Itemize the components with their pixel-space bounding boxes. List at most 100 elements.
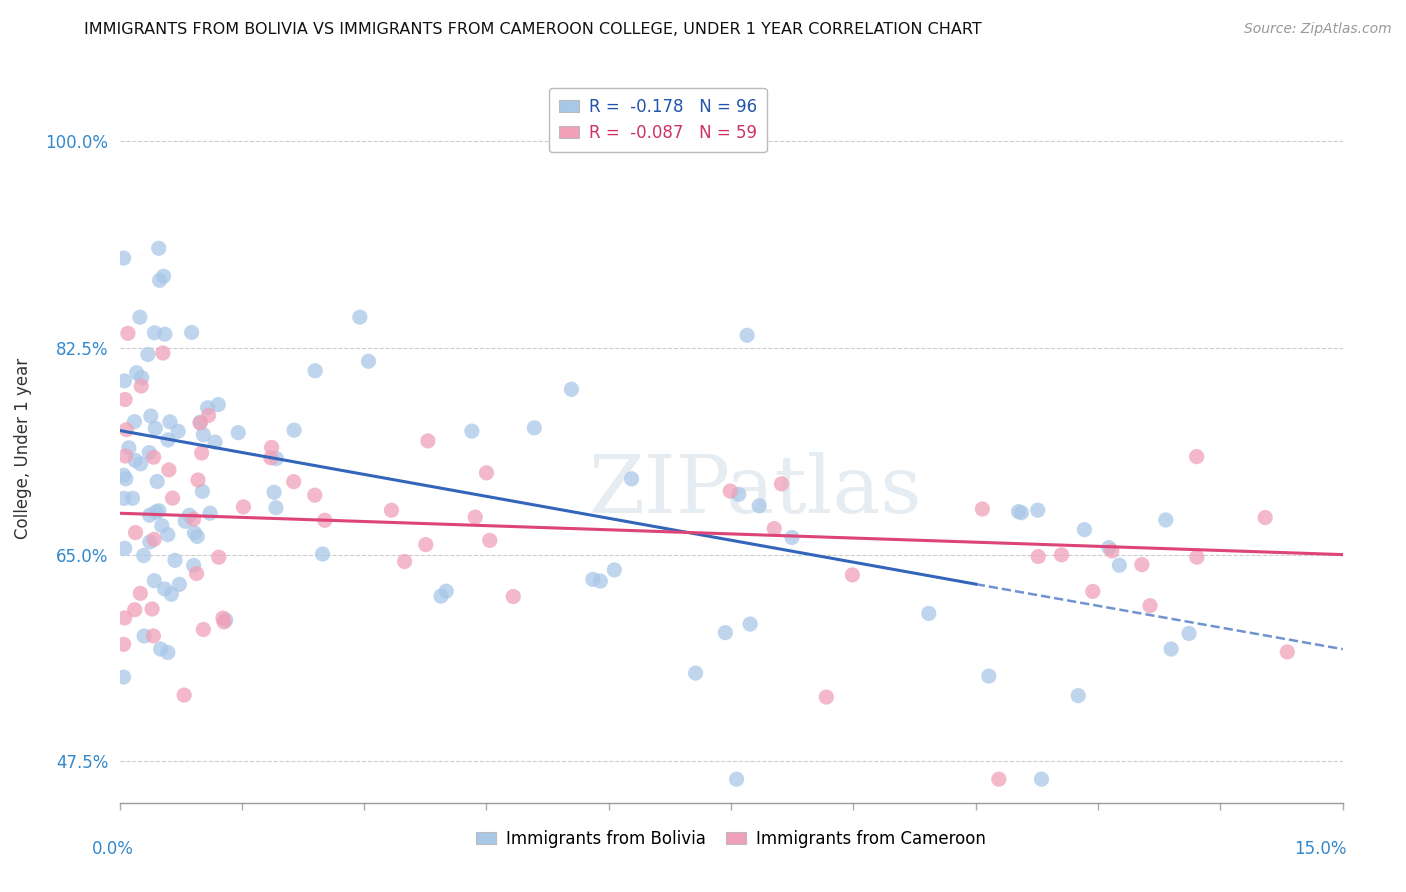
Point xyxy=(260,450,283,465)
Point xyxy=(394,554,416,568)
Point xyxy=(114,541,136,556)
Point xyxy=(179,508,201,523)
Text: Source: ZipAtlas.com: Source: ZipAtlas.com xyxy=(1244,22,1392,37)
Point xyxy=(478,533,501,548)
Point xyxy=(502,590,524,604)
Point xyxy=(718,484,741,499)
Point xyxy=(264,500,287,515)
Point xyxy=(167,424,190,438)
Point xyxy=(114,449,136,463)
Point xyxy=(1101,544,1123,558)
Point xyxy=(434,584,457,599)
Point xyxy=(114,611,136,625)
Point xyxy=(153,327,176,342)
Point xyxy=(1154,513,1177,527)
Point xyxy=(187,473,209,487)
Point xyxy=(1139,599,1161,613)
Point xyxy=(283,475,305,489)
Point xyxy=(1081,584,1104,599)
Point xyxy=(173,688,195,702)
Point xyxy=(380,503,402,517)
Point xyxy=(461,424,484,438)
Point xyxy=(186,529,208,543)
Point xyxy=(138,445,160,459)
Point xyxy=(183,558,205,573)
Point xyxy=(149,642,172,657)
Point xyxy=(1031,772,1053,787)
Point xyxy=(748,499,770,513)
Point xyxy=(1007,505,1029,519)
Point xyxy=(143,533,166,547)
Point xyxy=(112,670,135,684)
Point xyxy=(232,500,254,514)
Point xyxy=(150,518,173,533)
Point xyxy=(212,611,235,625)
Point xyxy=(977,669,1000,683)
Point xyxy=(162,491,184,505)
Point xyxy=(118,441,141,455)
Legend: Immigrants from Bolivia, Immigrants from Cameroon: Immigrants from Bolivia, Immigrants from… xyxy=(470,823,993,855)
Point xyxy=(139,409,162,423)
Point xyxy=(132,549,155,563)
Point xyxy=(1178,626,1201,640)
Point xyxy=(841,568,863,582)
Point xyxy=(117,326,139,341)
Point xyxy=(180,326,202,340)
Point xyxy=(589,574,612,588)
Point xyxy=(163,553,186,567)
Point xyxy=(141,602,163,616)
Point xyxy=(125,366,148,380)
Point xyxy=(314,513,336,527)
Point xyxy=(1011,506,1033,520)
Point xyxy=(727,487,749,501)
Point xyxy=(112,374,135,388)
Point xyxy=(740,617,762,632)
Point xyxy=(263,485,285,500)
Point xyxy=(136,347,159,361)
Point xyxy=(475,466,498,480)
Point xyxy=(763,522,786,536)
Point xyxy=(129,310,152,325)
Point xyxy=(266,451,288,466)
Point xyxy=(311,547,333,561)
Point xyxy=(349,310,371,325)
Point xyxy=(198,506,221,520)
Point xyxy=(815,690,838,704)
Point xyxy=(190,446,212,460)
Point xyxy=(208,550,231,565)
Point xyxy=(145,505,167,519)
Point xyxy=(770,476,793,491)
Point xyxy=(357,354,380,368)
Point xyxy=(1073,523,1095,537)
Point xyxy=(1067,689,1090,703)
Point xyxy=(197,409,219,423)
Point xyxy=(1108,558,1130,573)
Point xyxy=(283,423,305,437)
Point xyxy=(603,563,626,577)
Point xyxy=(183,525,205,540)
Point xyxy=(169,577,191,591)
Point xyxy=(156,646,179,660)
Point xyxy=(685,666,707,681)
Point xyxy=(112,251,135,265)
Point xyxy=(148,241,170,255)
Point xyxy=(156,433,179,447)
Point xyxy=(143,326,166,340)
Point xyxy=(129,586,152,600)
Point xyxy=(115,423,138,437)
Point xyxy=(582,572,605,586)
Point xyxy=(207,398,229,412)
Point xyxy=(1026,503,1049,517)
Point xyxy=(1050,548,1073,562)
Point xyxy=(1130,558,1153,572)
Point xyxy=(124,603,146,617)
Point xyxy=(129,379,152,393)
Text: IMMIGRANTS FROM BOLIVIA VS IMMIGRANTS FROM CAMEROON COLLEGE, UNDER 1 YEAR CORREL: IMMIGRANTS FROM BOLIVIA VS IMMIGRANTS FR… xyxy=(84,22,983,37)
Point xyxy=(153,582,176,596)
Point xyxy=(160,587,183,601)
Point xyxy=(430,589,453,603)
Point xyxy=(1098,541,1121,555)
Point xyxy=(193,427,215,442)
Point xyxy=(143,421,166,435)
Point xyxy=(112,637,135,651)
